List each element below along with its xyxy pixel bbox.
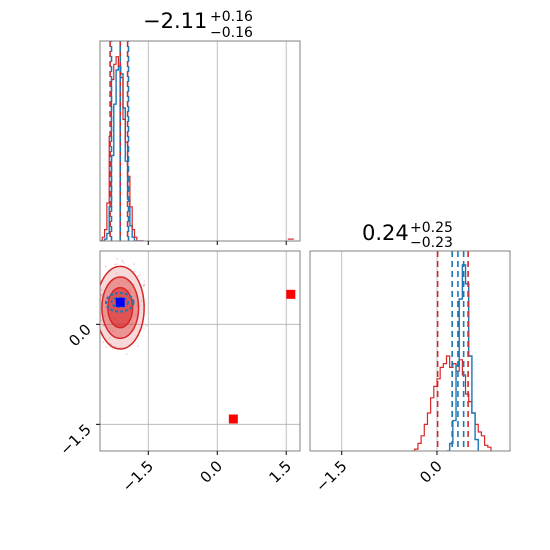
density-2d-panel [92, 250, 301, 455]
x-tick-label-param2: −1.5 [312, 457, 350, 495]
title-param1: −2.11 [143, 9, 207, 33]
scatter-point [116, 263, 119, 266]
scatter-point [128, 288, 131, 291]
title-param2-value: 0.24 [362, 221, 409, 245]
x-tick-label-param1: 1.5 [265, 457, 295, 487]
scatter-point [102, 340, 105, 343]
scatter-point [134, 294, 137, 297]
hist-param1-red [100, 56, 144, 241]
scatter-point [142, 327, 145, 330]
y-tick-label-param2: −1.5 [56, 420, 94, 458]
scatter-point [114, 345, 117, 348]
scatter-point [122, 261, 125, 264]
hist-param2-panel [309, 250, 511, 455]
scatter-point [121, 279, 124, 282]
hist-param1-frame [99, 40, 301, 242]
title-param2-minus: −0.23 [410, 235, 453, 251]
scatter-point [116, 258, 119, 261]
scatter-point [118, 346, 121, 349]
contour-blue [110, 296, 130, 309]
scatter-point [138, 274, 141, 277]
density-2d-frame [99, 250, 301, 452]
scatter-point [142, 284, 145, 287]
scatter-point [129, 290, 132, 293]
scatter-point [93, 318, 95, 320]
scatter-point [125, 353, 128, 356]
hist-param2-blue [446, 264, 479, 451]
scatter-point [125, 281, 128, 284]
scatter-point [100, 319, 103, 322]
scatter-point [142, 284, 145, 287]
scatter-point [94, 317, 96, 319]
scatter-point [94, 294, 96, 296]
title-param1-minus: −0.16 [210, 25, 253, 41]
scatter-point [118, 282, 121, 285]
scatter-point [143, 283, 146, 286]
scatter-point [102, 324, 105, 327]
scatter-point [133, 270, 136, 273]
marker-blue [115, 297, 125, 307]
title-param2: 0.24 [362, 221, 409, 245]
scatter-point [100, 293, 103, 296]
scatter-point [145, 325, 148, 328]
scatter-point [132, 263, 135, 266]
scatter-point [104, 265, 107, 268]
marker-red [228, 414, 238, 424]
title-param2-plus: +0.25 [410, 220, 453, 236]
scatter-point [143, 280, 146, 283]
scatter-point [134, 314, 137, 317]
x-tick-label-param1: −1.5 [119, 457, 157, 495]
scatter-point [108, 336, 111, 339]
scatter-point [112, 330, 115, 333]
scatter-point [140, 299, 143, 302]
scatter-point [137, 275, 140, 278]
scatter-point [105, 346, 108, 349]
scatter-point [100, 288, 103, 291]
scatter-point [96, 294, 98, 296]
scatter-point [92, 321, 94, 323]
scatter-point [92, 294, 94, 296]
scatter-point [103, 315, 106, 318]
x-tick-label-param1: 0.0 [196, 457, 226, 487]
hist-param2-frame [309, 250, 511, 452]
title-param1-value: −2.11 [143, 9, 207, 33]
hist-param2-red [411, 355, 492, 451]
scatter-point [121, 259, 124, 262]
scatter-point [95, 290, 97, 292]
scatter-point [100, 294, 103, 297]
title-param1-plus: +0.16 [210, 9, 253, 25]
hist-param1-panel [99, 40, 301, 245]
x-tick-label-param2: 0.0 [416, 457, 446, 487]
scatter-point [113, 263, 116, 266]
scatter-point [136, 305, 139, 308]
scatter-point [95, 306, 97, 308]
scatter-point [130, 322, 133, 325]
y-tick-label-param2: 0.0 [65, 320, 95, 350]
marker-red [286, 289, 296, 299]
scatter-point [136, 344, 139, 347]
contour-blue [104, 292, 135, 313]
scatter-point [115, 272, 118, 275]
